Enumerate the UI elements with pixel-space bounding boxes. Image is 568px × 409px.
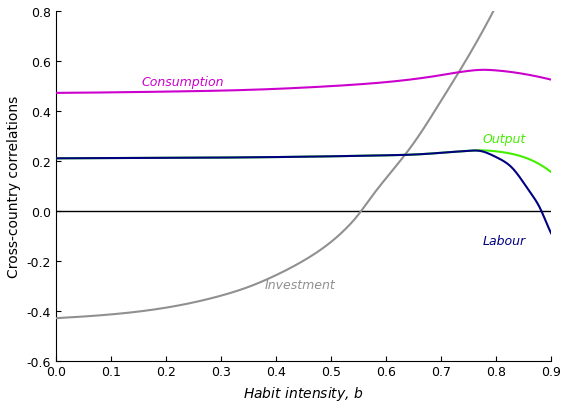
- Text: Output: Output: [482, 133, 525, 146]
- Text: Labour: Labour: [482, 235, 525, 248]
- X-axis label: Habit intensity, $b$: Habit intensity, $b$: [243, 384, 364, 402]
- Y-axis label: Cross-country correlations: Cross-country correlations: [7, 95, 21, 277]
- Text: Consumption: Consumption: [141, 75, 224, 88]
- Text: Investment: Investment: [265, 279, 336, 292]
